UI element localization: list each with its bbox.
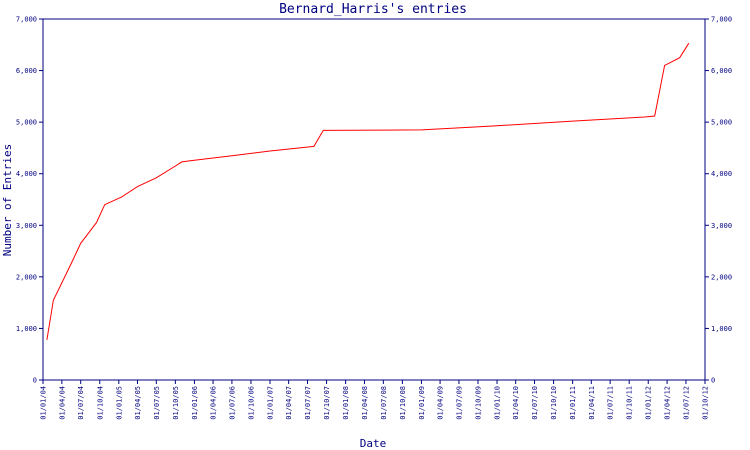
x-tick-label: 01/04/07 xyxy=(285,386,293,420)
x-tick-label: 01/04/05 xyxy=(134,386,142,420)
x-tick-label: 01/01/09 xyxy=(418,386,426,420)
x-tick-label: 01/10/07 xyxy=(323,386,331,420)
y-tick-label-right: 5,000 xyxy=(711,119,732,127)
x-axis: 01/01/04 01/04/04 01/07/04 01/10/04 01/01/05… xyxy=(40,380,710,420)
series-line-entries xyxy=(46,42,690,340)
y-tick-label-right: 1,000 xyxy=(711,325,732,333)
x-tick-label: 01/01/10 xyxy=(494,386,502,420)
x-tick-label: 01/10/10 xyxy=(550,386,558,420)
x-tick-label: 01/07/08 xyxy=(380,386,388,420)
x-tick-label: 01/01/04 xyxy=(40,386,48,420)
x-tick-label: 01/01/08 xyxy=(342,386,350,420)
series-group xyxy=(46,42,690,340)
x-tick-label: 01/04/12 xyxy=(664,386,672,420)
y-tick-label-left: 4,000 xyxy=(16,170,37,178)
x-axis-label: Date xyxy=(360,437,387,450)
y-axis-right: 0 1,000 2,000 3,000 4,000 5,000 6,000 7,000 xyxy=(705,16,732,385)
x-tick-label: 01/04/10 xyxy=(512,386,520,420)
x-tick-label: 01/07/04 xyxy=(77,386,85,420)
x-tick-label: 01/01/12 xyxy=(645,386,653,420)
x-tick-label: 01/01/11 xyxy=(569,386,577,420)
x-tick-label: 01/04/06 xyxy=(210,386,218,420)
x-tick-label: 01/01/06 xyxy=(191,386,199,420)
chart-title: Bernard_Harris's entries xyxy=(279,2,467,17)
plot-area xyxy=(42,18,706,381)
y-tick-label-left: 0 xyxy=(33,377,37,385)
y-tick-label-left: 5,000 xyxy=(16,119,37,127)
y-axis-left: 0 1,000 2,000 3,000 4,000 5,000 6,000 7,000 xyxy=(16,16,43,385)
x-tick-label: 01/04/11 xyxy=(588,386,596,420)
y-tick-label-left: 3,000 xyxy=(16,222,37,230)
y-tick-label-right: 4,000 xyxy=(711,170,732,178)
x-tick-label: 01/07/12 xyxy=(682,386,690,420)
y-tick-label-right: 3,000 xyxy=(711,222,732,230)
x-tick-label: 01/04/09 xyxy=(437,386,445,420)
x-tick-label: 01/10/11 xyxy=(626,386,634,420)
x-tick-label: 01/10/04 xyxy=(96,386,104,420)
x-tick-label: 01/07/10 xyxy=(531,386,539,420)
x-tick-label: 01/10/06 xyxy=(247,386,255,420)
y-axis-label: Number of Entries xyxy=(1,144,14,257)
x-tick-label: 01/01/05 xyxy=(115,386,123,420)
y-tick-label-right: 2,000 xyxy=(711,273,732,281)
x-tick-label: 01/04/08 xyxy=(361,386,369,420)
x-tick-label: 01/10/08 xyxy=(399,386,407,420)
x-tick-label: 01/10/05 xyxy=(172,386,180,420)
y-tick-label-left: 2,000 xyxy=(16,273,37,281)
y-tick-label-left: 1,000 xyxy=(16,325,37,333)
x-tick-label: 01/07/07 xyxy=(304,386,312,420)
x-tick-label: 01/07/05 xyxy=(153,386,161,420)
y-tick-label-left: 7,000 xyxy=(16,16,37,24)
x-tick-label: 01/10/12 xyxy=(702,386,710,420)
x-tick-label: 01/10/09 xyxy=(474,386,482,420)
x-tick-label: 01/04/04 xyxy=(58,386,66,420)
x-tick-label: 01/07/11 xyxy=(607,386,615,420)
y-tick-label-right: 6,000 xyxy=(711,67,732,75)
y-tick-label-right: 0 xyxy=(711,377,715,385)
x-tick-label: 01/01/07 xyxy=(267,386,275,420)
x-tick-label: 01/07/09 xyxy=(455,386,463,420)
y-tick-label-right: 7,000 xyxy=(711,16,732,24)
x-tick-label: 01/07/06 xyxy=(228,386,236,420)
y-tick-label-left: 6,000 xyxy=(16,67,37,75)
